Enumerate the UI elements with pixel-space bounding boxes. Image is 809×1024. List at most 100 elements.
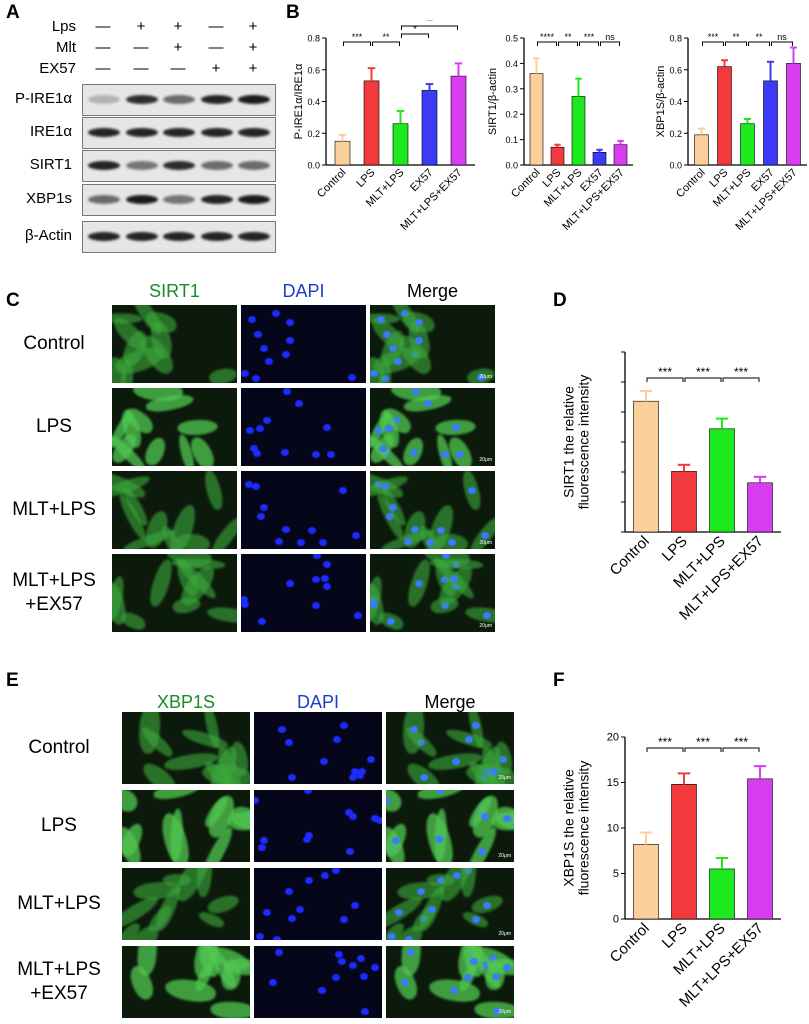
column-header-sirt1: SIRT1 [149, 281, 200, 301]
blot-band [163, 195, 195, 204]
micrograph-merge-lps: 20μm [370, 388, 495, 466]
nucleus [355, 771, 364, 779]
micrograph-dapi-mlt-lps [241, 471, 366, 549]
y-tick-label: 20 [607, 732, 619, 744]
blot-label-sirt1: SIRT1 [29, 156, 72, 173]
category-label: LPS [659, 920, 691, 952]
y-tick-label: 0.0 [505, 161, 518, 171]
blot-band [238, 128, 270, 137]
cell-body [370, 313, 400, 324]
micrograph-merge-mlt-lps-ex57: 20μm [370, 554, 495, 632]
nucleus [241, 595, 248, 603]
micrograph-merge-mlt-lps: 20μm [386, 868, 514, 940]
nucleus [244, 481, 253, 489]
significance-bracket [372, 41, 400, 46]
significance-bracket [646, 747, 684, 752]
row-label-lps: LPS [41, 815, 77, 836]
nucleus [442, 554, 451, 559]
nucleus [312, 575, 321, 583]
micrograph-dapi-mlt-lps-ex57 [241, 554, 366, 632]
micrograph-sirt1-control [112, 305, 237, 383]
chart-sirt1-fluorescence: SIRT1 the relativefluorescence intensity… [560, 351, 781, 624]
nucleus [440, 602, 449, 610]
nucleus [344, 808, 353, 816]
y-tick-label: 0.8 [669, 34, 682, 44]
blot-band [126, 95, 158, 104]
significance-bracket [748, 41, 770, 46]
nucleus [383, 330, 392, 338]
nucleus [259, 837, 268, 845]
nucleus [391, 837, 400, 845]
significance-bracket [722, 747, 760, 752]
y-axis-label: XBP1S/β-actin [655, 66, 667, 138]
treatment-sign: — [95, 60, 111, 77]
blot-band [88, 95, 120, 104]
nucleus [322, 560, 331, 568]
column-header-dapi: DAPI [282, 281, 325, 301]
nucleus [285, 738, 294, 746]
row-label-mlt-lps-ex57: MLT+LPS +EX57 [17, 959, 101, 1004]
significance-bracket [684, 747, 722, 752]
y-tick-label: 0.8 [307, 34, 320, 44]
cell-body [112, 313, 142, 324]
significance-label: ns [605, 32, 615, 42]
micrograph-dapi-mlt-lps-ex57 [254, 946, 382, 1018]
blot-label-ire1: IRE1α [29, 123, 72, 140]
nucleus [285, 336, 294, 344]
nucleus [358, 768, 367, 776]
nucleus [357, 955, 366, 963]
nucleus [409, 725, 418, 733]
significance-label: *** [352, 32, 363, 42]
blot-band [238, 232, 270, 241]
micrograph-merge-mlt-lps: 20μm [370, 471, 495, 549]
significance-bracket [537, 41, 557, 46]
nucleus [249, 445, 258, 453]
nucleus [435, 836, 444, 844]
blot-band [163, 232, 195, 241]
treatment-label-lps: Lps [51, 18, 76, 35]
bar-mlt-lps-ex57 [786, 63, 801, 166]
nucleus [287, 915, 296, 923]
category-label: LPS [659, 533, 691, 565]
micrograph-dapi-mlt-lps [254, 868, 382, 940]
blot-label-p-ire1: P-IRE1α [14, 90, 72, 107]
nucleus [254, 796, 260, 804]
nucleus [247, 315, 256, 323]
nucleus [370, 600, 378, 608]
cell-body [207, 365, 237, 383]
nucleus [436, 526, 445, 534]
y-tick-label: 0.5 [505, 34, 518, 44]
nucleus [493, 1007, 501, 1015]
column-header-dapi: DAPI [296, 692, 339, 712]
micrograph-dapi-control [241, 305, 366, 383]
nucleus [405, 936, 414, 940]
nucleus [394, 908, 403, 916]
nucleus [252, 483, 261, 491]
y-tick-label: 0.6 [307, 65, 320, 75]
bar-control [633, 400, 659, 533]
scale-bar-label: 20μm [479, 374, 492, 380]
nucleus [417, 887, 426, 895]
nucleus [304, 790, 313, 795]
nucleus [411, 526, 420, 534]
nucleus [272, 310, 281, 318]
bar-ex57 [421, 90, 438, 166]
nucleus [499, 756, 508, 764]
category-label: Control [315, 167, 349, 201]
significance-bracket [725, 41, 747, 46]
treatment-sign: + [211, 60, 221, 77]
significance-label: ** [732, 32, 740, 42]
y-tick-label: 5 [613, 868, 619, 880]
nucleus [376, 817, 382, 825]
nucleus [389, 503, 398, 511]
nucleus [471, 722, 480, 730]
treatment-sign: + [248, 18, 258, 35]
row-label-mlt-lps: MLT+LPS [17, 893, 101, 914]
nucleus [286, 579, 295, 587]
scale-bar-label: 20μm [479, 457, 492, 463]
nucleus [260, 503, 269, 511]
micrograph-merge-lps: 20μm [386, 790, 514, 862]
category-label: LPS [354, 167, 377, 190]
blot-band [88, 195, 120, 204]
y-tick-label: 0.6 [669, 65, 682, 75]
